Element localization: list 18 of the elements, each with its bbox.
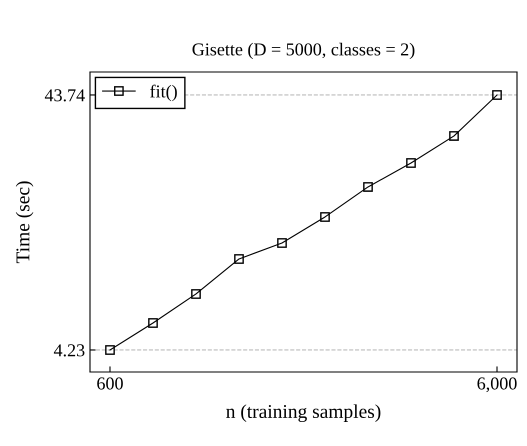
x-axis-title: n (training samples)	[226, 404, 380, 422]
legend-label: fit()	[150, 84, 177, 102]
point	[363, 182, 373, 192]
point	[277, 238, 287, 248]
point	[234, 254, 244, 264]
point	[105, 345, 115, 355]
point	[449, 131, 459, 141]
x-tick-label: 600	[97, 377, 123, 390]
chart-title: Gisette (D = 5000, classes = 2)	[192, 42, 414, 60]
x-tick-label: 6,000	[477, 377, 517, 392]
point	[148, 318, 158, 328]
y-tick-label: 4.23	[54, 344, 84, 357]
point	[406, 158, 416, 168]
y-axis-title: Time (sec)	[16, 181, 34, 264]
point	[320, 212, 330, 222]
point	[191, 289, 201, 299]
y-tick-label: 43.74	[44, 89, 85, 102]
point	[492, 90, 502, 100]
